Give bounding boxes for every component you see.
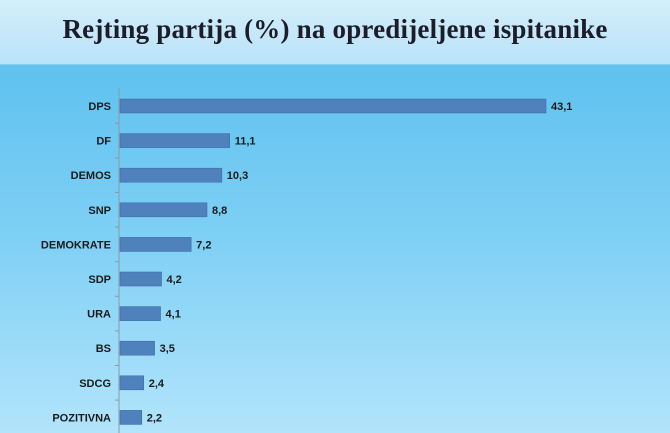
chart-title: Rejting partija (%) na opredijeljene isp…	[62, 14, 608, 44]
category-label: BS	[96, 343, 111, 355]
value-label: 43,1	[551, 101, 572, 113]
bar	[119, 271, 162, 287]
bar	[119, 98, 547, 114]
category-label: POZITIVNA	[52, 412, 111, 424]
bar	[119, 306, 161, 321]
value-label: 4,2	[167, 274, 182, 286]
bar	[119, 375, 145, 391]
bar	[119, 202, 208, 218]
bar	[119, 237, 192, 252]
value-label: 8,8	[212, 205, 227, 217]
value-label: 11,1	[235, 136, 256, 148]
value-label: 3,5	[160, 343, 175, 355]
category-label: URA	[87, 309, 111, 321]
category-label: SNP	[88, 205, 111, 217]
category-label: DEMOS	[71, 170, 111, 182]
bar	[119, 410, 143, 425]
category-label: SDP	[88, 274, 111, 286]
bar	[119, 133, 231, 148]
bar	[119, 340, 155, 356]
category-label: DPS	[88, 101, 111, 113]
value-label: 10,3	[227, 170, 248, 182]
value-label: 7,2	[196, 239, 211, 251]
bar	[119, 167, 223, 183]
category-label: SDCG	[79, 378, 111, 390]
value-label: 2,4	[149, 378, 165, 390]
category-label: DF	[96, 136, 111, 148]
category-label: DEMOKRATE	[41, 239, 111, 251]
value-label: 2,2	[147, 412, 162, 424]
bars-group: DPS 43,1 DF 11,1 DEMOS 10,3 SNP 8,8 DEMOKRATE 7,2…	[41, 98, 572, 425]
title-bar: Rejting partija (%) na opredijeljene isp…	[0, 0, 670, 65]
value-label: 4,1	[166, 309, 181, 321]
